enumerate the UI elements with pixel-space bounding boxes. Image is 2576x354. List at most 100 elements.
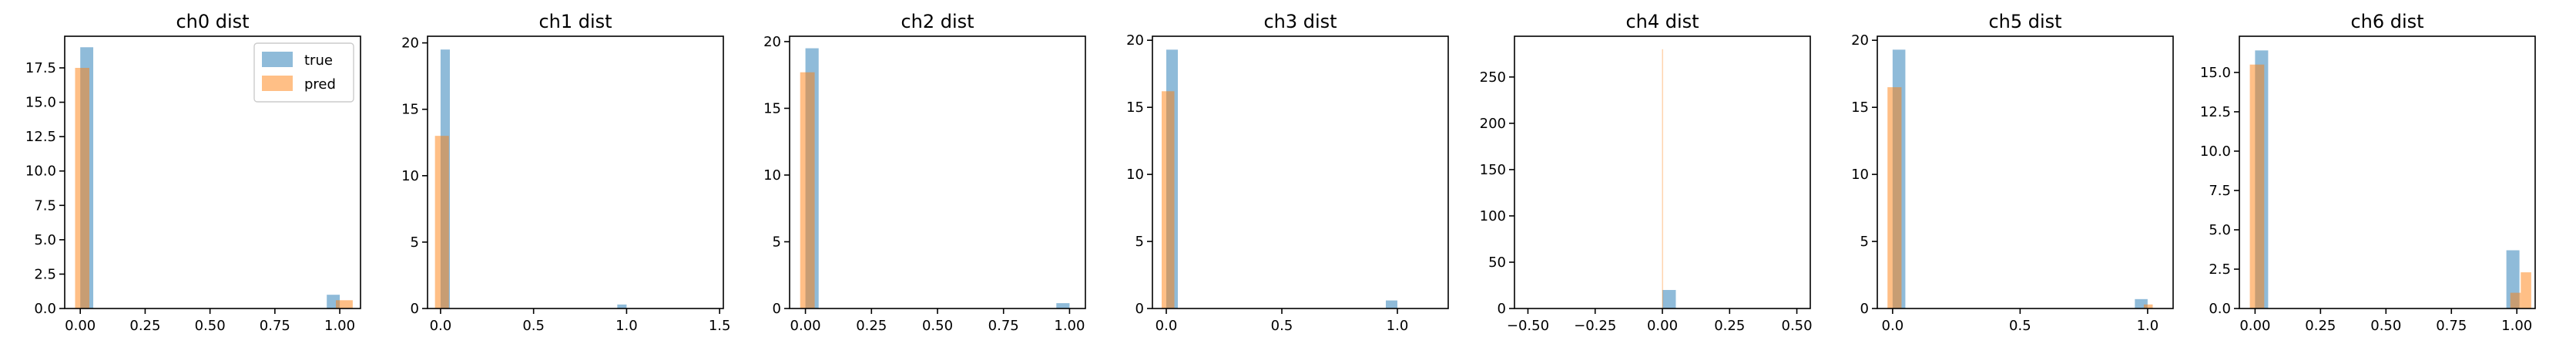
bar-pred-ch5-0 bbox=[1887, 87, 1902, 308]
y-tick-label: 5 bbox=[773, 234, 781, 250]
y-tick-label: 100 bbox=[1480, 208, 1506, 224]
y-tick-label: 15 bbox=[1851, 99, 1869, 116]
bar-pred-ch2-0 bbox=[800, 72, 815, 309]
x-tick-label: 1.5 bbox=[709, 318, 731, 334]
x-tick-label: 0.50 bbox=[1782, 318, 1813, 334]
y-tick-label: 50 bbox=[1488, 255, 1506, 271]
x-tick-label: 0.75 bbox=[2436, 318, 2467, 334]
bar-true-ch1-1 bbox=[617, 304, 627, 308]
y-tick-label: 17.5 bbox=[25, 60, 56, 76]
x-tick-label: 0.0 bbox=[1882, 318, 1904, 334]
y-tick-label: 7.5 bbox=[2209, 183, 2231, 199]
y-tick-label: 12.5 bbox=[2200, 104, 2231, 120]
y-tick-label: 10.0 bbox=[25, 164, 56, 180]
bar-pred-ch6-1 bbox=[2510, 292, 2521, 308]
subplot-ch2: ch2 dist 0.00 0.25 0.50 0.75 1.00 0 5 10 15 20 bbox=[763, 11, 1086, 334]
y-tick-label: 15 bbox=[763, 100, 781, 116]
x-tick-label: 0.50 bbox=[922, 318, 953, 334]
axes-frame bbox=[789, 35, 1086, 309]
y-tick-label: 0 bbox=[1135, 301, 1144, 317]
x-tick-label: 0.50 bbox=[195, 318, 226, 334]
bar-pred-ch1-0 bbox=[434, 136, 449, 308]
x-tick-label: 0.5 bbox=[522, 318, 545, 334]
x-tick-label: 1.00 bbox=[2501, 318, 2532, 334]
x-tick-label: −0.50 bbox=[1507, 318, 1549, 334]
y-tick-label: 12.5 bbox=[25, 129, 56, 145]
axes-frame bbox=[1152, 35, 1449, 309]
subplot-title: ch2 dist bbox=[901, 11, 974, 32]
legend-label-true: true bbox=[304, 52, 333, 69]
y-tick-label: 5 bbox=[1135, 234, 1144, 250]
x-tick-label: 0.00 bbox=[1647, 318, 1678, 334]
y-tick-label: 7.5 bbox=[34, 197, 56, 214]
x-tick-label: −0.25 bbox=[1574, 318, 1616, 334]
y-tick-label: 10 bbox=[1851, 167, 1869, 183]
x-tick-label: 0.00 bbox=[790, 318, 821, 334]
y-tick-label: 20 bbox=[401, 35, 419, 52]
y-tick-label: 10 bbox=[1126, 167, 1144, 183]
y-tick-label: 20 bbox=[1851, 32, 1869, 49]
y-tick-label: 10 bbox=[763, 167, 781, 184]
y-tick-label: 20 bbox=[763, 34, 781, 50]
subplot-ch6: ch6 dist 0.00 0.25 0.50 0.75 1.00 0.0 2.5 5.0 7.5… bbox=[2200, 11, 2536, 334]
bar-pred-ch6-0 bbox=[2249, 64, 2265, 308]
y-tick-label: 200 bbox=[1480, 116, 1506, 132]
x-tick-label: 0.25 bbox=[129, 318, 160, 334]
subplot-ch0: ch0 dist 0.00 0.25 0.50 0.75 1.00 0.0 2.5 5.0 7.5… bbox=[25, 11, 361, 334]
y-tick-label: 5.0 bbox=[34, 232, 56, 248]
x-tick-label: 0.75 bbox=[260, 318, 290, 334]
legend-label-pred: pred bbox=[304, 76, 336, 93]
x-tick-label: 1.0 bbox=[615, 318, 638, 334]
subplot-title: ch3 dist bbox=[1263, 11, 1337, 32]
x-tick-label: 1.0 bbox=[2137, 318, 2159, 334]
x-tick-label: 0.00 bbox=[65, 318, 96, 334]
x-tick-label: 1.0 bbox=[1387, 318, 1409, 334]
bar-pred-ch3-0 bbox=[1162, 91, 1175, 308]
x-tick-label: 0.25 bbox=[856, 318, 887, 334]
y-tick-label: 2.5 bbox=[2209, 261, 2231, 278]
bar-pred-ch6-2 bbox=[2521, 272, 2531, 308]
axes-frame bbox=[1877, 35, 2174, 309]
axes-frame bbox=[64, 35, 361, 309]
bar-pred-ch4-0 bbox=[1662, 49, 1663, 309]
axes-frame bbox=[2239, 35, 2536, 309]
x-tick-label: 1.00 bbox=[324, 318, 355, 334]
subplot-ch5: ch5 dist 0.0 0.5 1.0 0 5 10 15 20 bbox=[1851, 11, 2174, 334]
y-tick-label: 150 bbox=[1480, 162, 1506, 178]
x-tick-label: 0.00 bbox=[2239, 318, 2270, 334]
y-tick-label: 0 bbox=[1860, 301, 1869, 317]
y-tick-label: 0.0 bbox=[34, 301, 56, 317]
y-tick-label: 0.0 bbox=[2209, 301, 2231, 317]
axes-frame bbox=[427, 35, 724, 309]
x-tick-label: 0.75 bbox=[988, 318, 1019, 334]
y-tick-label: 15.0 bbox=[2200, 65, 2231, 81]
y-tick-label: 10.0 bbox=[2200, 143, 2231, 160]
subplot-ch3: ch3 dist 0.0 0.5 1.0 0 5 10 15 20 bbox=[1126, 11, 1449, 334]
subplot-ch1: ch1 dist 0.0 0.5 1.0 1.5 0 5 10 15 20 bbox=[401, 11, 730, 334]
x-tick-label: 0.50 bbox=[2370, 318, 2401, 334]
bar-pred-ch0-1 bbox=[336, 300, 353, 308]
y-tick-label: 15 bbox=[401, 102, 419, 118]
x-tick-label: 0.5 bbox=[2009, 318, 2031, 334]
x-tick-label: 0.25 bbox=[1714, 318, 1745, 334]
bar-true-ch2-1 bbox=[1056, 303, 1070, 308]
x-tick-label: 0.5 bbox=[1271, 318, 1293, 334]
subplot-title: ch6 dist bbox=[2350, 11, 2423, 32]
bar-pred-ch5-1 bbox=[2143, 304, 2153, 308]
subplot-title: ch5 dist bbox=[1988, 11, 2061, 32]
x-tick-label: 0.0 bbox=[430, 318, 452, 334]
y-tick-label: 20 bbox=[1126, 32, 1144, 49]
y-tick-label: 5 bbox=[411, 234, 419, 251]
y-tick-label: 10 bbox=[401, 168, 419, 184]
y-tick-label: 15.0 bbox=[25, 95, 56, 111]
y-tick-label: 15 bbox=[1126, 99, 1144, 116]
x-tick-label: 1.00 bbox=[1054, 318, 1085, 334]
y-tick-label: 0 bbox=[773, 301, 781, 317]
x-tick-label: 0.0 bbox=[1156, 318, 1178, 334]
y-tick-label: 250 bbox=[1480, 69, 1506, 86]
bar-pred-ch0-0 bbox=[75, 68, 89, 308]
bar-true-ch3-1 bbox=[1386, 300, 1397, 308]
subplot-title: ch4 dist bbox=[1625, 11, 1699, 32]
y-tick-label: 5 bbox=[1860, 234, 1869, 250]
